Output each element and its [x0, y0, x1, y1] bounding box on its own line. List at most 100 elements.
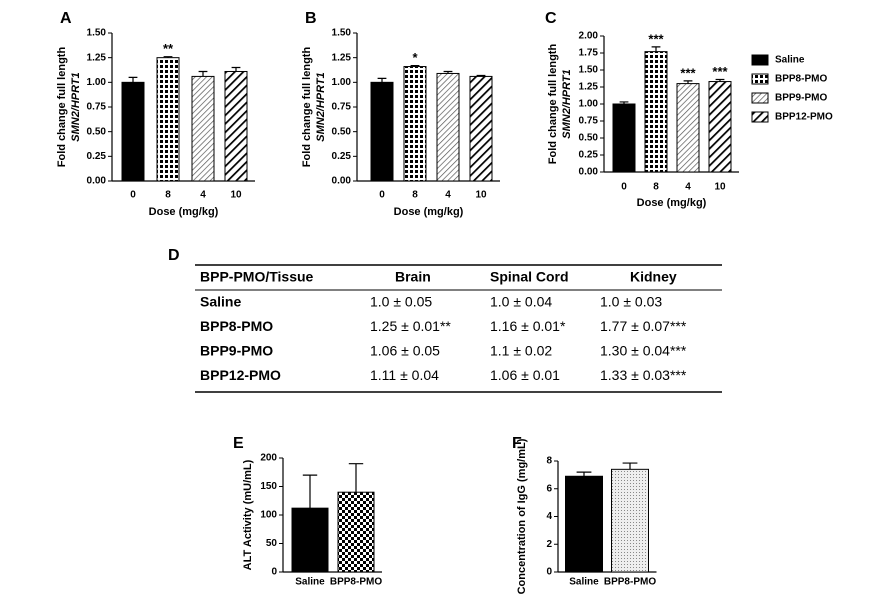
y-axis-label: Concentration of IgG (mg/mL) — [516, 438, 528, 594]
y-tick-label: 1.00 — [87, 77, 107, 88]
table-cell: 1.06 ± 0.05 — [370, 343, 440, 359]
y-tick-label: 0 — [271, 567, 277, 578]
y-tick-label: 150 — [260, 481, 277, 492]
table-cell: 1.16 ± 0.01* — [490, 318, 566, 334]
y-tick-label: 0.75 — [87, 102, 107, 113]
x-axis-label: Dose (mg/kg) — [637, 197, 707, 209]
y-axis-label: Fold change full length — [301, 47, 313, 168]
table-cell: 1.30 ± 0.04*** — [600, 343, 687, 359]
y-tick-label: 1.00 — [332, 77, 352, 88]
x-tick-label: 8 — [165, 190, 171, 201]
y-tick-label: 1.25 — [332, 52, 352, 63]
bar — [156, 57, 180, 182]
x-tick-label: 8 — [412, 190, 418, 201]
y-axis-label: ALT Activity (mU/mL) — [242, 459, 254, 570]
error-bar — [377, 77, 387, 83]
bar — [644, 51, 668, 173]
bar — [708, 81, 732, 173]
panel-label: F — [512, 435, 522, 452]
legend-swatch — [751, 73, 769, 85]
y-tick-label: 1.00 — [579, 99, 599, 110]
error-bar — [683, 80, 693, 84]
error-bar — [476, 74, 486, 77]
y-tick-label: 0.75 — [332, 102, 352, 113]
table-cell: 1.0 ± 0.03 — [600, 294, 662, 310]
table-cell: 1.25 ± 0.01** — [370, 318, 451, 334]
y-tick-label: 0.00 — [87, 176, 107, 187]
y-tick-label: 100 — [260, 510, 277, 521]
bar — [403, 66, 427, 182]
y-tick-label: 0 — [546, 567, 552, 578]
x-tick-label: 10 — [475, 190, 487, 201]
bar — [337, 491, 375, 573]
error-bar — [231, 66, 241, 72]
y-tick-label: 0.25 — [87, 151, 107, 162]
x-tick-label: 4 — [445, 190, 451, 201]
error-bar — [622, 462, 638, 470]
legend-label: Saline — [775, 55, 805, 66]
significance: *** — [712, 64, 728, 79]
table-header: Brain — [395, 269, 431, 285]
x-tick-label: Saline — [295, 577, 325, 588]
significance: *** — [680, 65, 696, 80]
legend-swatch — [751, 111, 769, 123]
x-tick-label: 0 — [130, 190, 136, 201]
y-tick-label: 1.75 — [579, 48, 599, 59]
y-tick-label: 1.50 — [87, 28, 107, 39]
significance: * — [412, 50, 418, 65]
y-tick-label: 50 — [266, 538, 278, 549]
y-tick-label: 2 — [546, 539, 552, 550]
error-bar — [651, 46, 661, 52]
error-bar — [410, 64, 420, 67]
error-bar — [302, 474, 318, 509]
legend-swatch — [751, 92, 769, 104]
x-tick-label: 10 — [230, 190, 242, 201]
panel-label: D — [168, 247, 180, 264]
y-tick-label: 0.50 — [332, 126, 352, 137]
panel-label: E — [233, 435, 244, 452]
table-header: Kidney — [630, 269, 677, 285]
x-axis-label: Dose (mg/kg) — [149, 206, 219, 218]
table-cell: 1.11 ± 0.04 — [370, 367, 439, 383]
y-tick-label: 1.50 — [332, 28, 352, 39]
table-header: BPP-PMO/Tissue — [200, 269, 314, 285]
bar — [121, 81, 145, 182]
y-tick-label: 0.25 — [579, 150, 599, 161]
error-bar — [163, 56, 173, 58]
y-tick-label: 1.50 — [579, 65, 599, 76]
row-label: BPP9-PMO — [200, 343, 273, 359]
y-axis-label: SMN2/HPRT1 — [561, 69, 573, 138]
table-cell: 1.77 ± 0.07*** — [600, 318, 687, 334]
y-tick-label: 2.00 — [579, 31, 599, 42]
error-bar — [198, 70, 208, 77]
x-tick-label: 4 — [685, 182, 691, 193]
x-tick-label: 0 — [621, 182, 627, 193]
y-tick-label: 0.75 — [579, 116, 599, 127]
bar — [191, 75, 215, 182]
x-tick-label: BPP8-PMO — [330, 577, 382, 588]
table-cell: 1.0 ± 0.04 — [490, 294, 552, 310]
error-bar — [619, 101, 629, 104]
significance: *** — [648, 31, 664, 46]
y-axis-label: SMN2/HPRT1 — [315, 72, 327, 141]
bar — [469, 75, 493, 182]
panel-label: A — [60, 10, 72, 27]
y-axis-label: Fold change full length — [547, 44, 559, 165]
y-tick-label: 200 — [260, 453, 277, 464]
legend-label: BPP9-PMO — [775, 93, 827, 104]
y-tick-label: 0.50 — [87, 126, 107, 137]
y-tick-label: 4 — [546, 511, 552, 522]
panel-label: C — [545, 10, 557, 27]
bar — [291, 507, 329, 573]
table-cell: 1.33 ± 0.03*** — [600, 367, 687, 383]
x-axis-label: Dose (mg/kg) — [394, 206, 464, 218]
x-tick-label: Saline — [569, 577, 599, 588]
error-bar — [348, 463, 364, 493]
bar — [611, 468, 649, 573]
table-cell: 1.06 ± 0.01 — [490, 367, 560, 383]
x-tick-label: 4 — [200, 190, 206, 201]
y-axis-label: SMN2/HPRT1 — [70, 72, 82, 141]
legend-label: BPP8-PMO — [775, 74, 827, 85]
y-axis-label: Fold change full length — [56, 47, 68, 168]
